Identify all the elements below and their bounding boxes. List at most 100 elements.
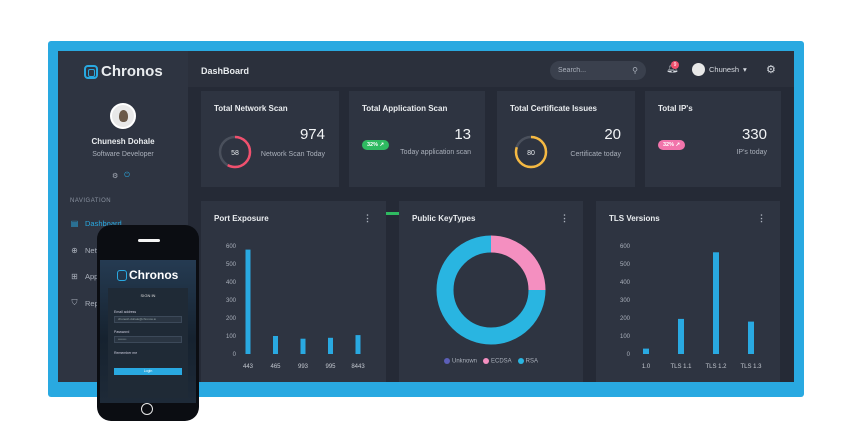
globe-icon: ⊕ <box>71 246 78 255</box>
x-tick-label: 993 <box>298 364 309 370</box>
stat-card-certificate: Total Certificate Issues 80 20 Certifica… <box>497 91 635 187</box>
remember-checkbox[interactable]: Remember me <box>114 351 138 355</box>
phone-device: Chronos SIGN IN Email address chunesh.do… <box>97 225 199 421</box>
phone-app-logo: Chronos <box>117 268 178 282</box>
power-icon[interactable]: ⏻ <box>124 172 130 179</box>
settings-icon[interactable]: ⚙ <box>112 173 119 180</box>
user-name: Chunesh Dohale <box>91 137 155 146</box>
phone-app-name: Chronos <box>129 268 179 282</box>
x-tick-label: TLS 1.2 <box>705 364 727 370</box>
legend-label: RSA <box>525 358 539 365</box>
password-label: Password <box>114 330 130 334</box>
bar <box>328 337 333 354</box>
user-menu[interactable]: Chunesh ▾ <box>692 63 747 76</box>
stat-caption: Network Scan Today <box>260 151 325 158</box>
password-field[interactable]: •••••••• <box>114 336 182 343</box>
more-menu-icon[interactable]: ⋮ <box>363 213 372 223</box>
stat-value: 330 <box>741 126 767 143</box>
stat-caption: IP's today <box>736 149 767 156</box>
ring-label: 58 <box>231 150 239 157</box>
nav-heading: NAVIGATION <box>70 198 112 204</box>
login-form: SIGN IN Email address chunesh.dohale@chr… <box>108 288 188 398</box>
donut-slice-rsa <box>436 235 546 345</box>
panel-title: Port Exposure <box>214 214 269 223</box>
search-icon[interactable]: ⚲ <box>632 66 638 75</box>
search-box[interactable]: ⚲ <box>550 61 646 80</box>
y-tick-label: 200 <box>226 316 237 322</box>
progress-ring-arc <box>218 135 252 169</box>
bar <box>300 338 306 354</box>
stat-card-network: Total Network Scan 58 974 Network Scan T… <box>201 91 339 187</box>
panel-title: TLS Versions <box>609 214 660 223</box>
stat-card-application: Total Application Scan 32% ↗ 13 Today ap… <box>349 91 485 215</box>
card-title: Total Network Scan <box>214 104 288 113</box>
logo-icon <box>117 269 127 281</box>
sidebar-item-dashboard[interactable]: ▤ Dashboard <box>70 219 122 228</box>
legend-swatch <box>483 358 489 364</box>
y-tick-label: 400 <box>226 280 237 286</box>
gear-icon[interactable]: ⚙ <box>766 64 776 76</box>
stat-caption: Today application scan <box>400 149 471 156</box>
page-title: DashBoard <box>201 66 250 76</box>
login-button[interactable]: Login <box>114 368 182 375</box>
app-logo[interactable]: Chronos <box>84 63 163 80</box>
panel-title: Public KeyTypes <box>412 214 476 223</box>
x-tick-label: TLS 1.1 <box>670 364 692 370</box>
card-title: Total IP's <box>658 104 693 113</box>
legend-item-ecdsa: ECDSA <box>483 358 512 365</box>
bar <box>678 318 684 354</box>
bar <box>355 335 361 354</box>
port-exposure-chart: 600 500 400 300 200 100 0 443 465 993 995 8443 <box>226 244 365 370</box>
user-menu-label: Chunesh <box>709 65 740 74</box>
legend-swatch <box>443 358 450 364</box>
public-keytypes-panel: Public KeyTypes ⋮ <box>399 201 583 382</box>
card-title: Total Application Scan <box>362 104 448 113</box>
legend-label: ECDSA <box>491 358 512 365</box>
x-tick-label: 8443 <box>351 364 365 370</box>
avatar[interactable] <box>110 103 136 129</box>
bar <box>273 336 278 354</box>
progress-ring: 58 <box>218 135 252 169</box>
logo-icon <box>84 64 98 79</box>
shield-icon: ⛉ <box>71 298 78 307</box>
stat-caption: Certificate today <box>570 151 621 158</box>
stat-value: 974 <box>299 126 325 143</box>
bar <box>245 249 251 354</box>
tls-versions-chart: 600 500 400 300 200 100 0 1.0 TLS 1.1 TLS 1.2 TLS … <box>620 244 762 370</box>
stat-card-ips: Total IP's 32% ↗ 330 IP's today <box>645 91 781 215</box>
progress-ring-arc <box>514 135 548 169</box>
more-menu-icon[interactable]: ⋮ <box>560 213 569 223</box>
x-tick-label: 465 <box>270 364 281 370</box>
phone-speaker <box>138 239 160 242</box>
legend-label: Unknown <box>451 358 477 365</box>
y-tick-label: 500 <box>226 262 237 268</box>
y-tick-label: 300 <box>226 298 237 304</box>
home-button[interactable] <box>141 403 153 415</box>
user-actions: ⚙ ⏻ <box>112 172 130 180</box>
search-input[interactable] <box>558 67 618 74</box>
bar <box>748 321 754 354</box>
dashboard-icon: ▤ <box>70 219 79 228</box>
app-name: Chronos <box>101 63 163 80</box>
trend-badge: 32% ↗ <box>658 140 686 150</box>
login-title: SIGN IN <box>140 293 156 298</box>
x-tick-label: 1.0 <box>642 364 651 370</box>
email-field[interactable]: chunesh.dohale@chronos.io <box>114 316 182 323</box>
topbar: DashBoard ⚲ 🔔︎ 9 Chunesh ▾ ⚙ <box>188 51 794 87</box>
stat-value: 20 <box>604 126 621 143</box>
bar <box>713 252 719 354</box>
trend-badge: 32% ↗ <box>362 140 390 150</box>
phone-screen: Chronos SIGN IN Email address chunesh.do… <box>100 260 196 403</box>
y-tick-label: 600 <box>226 244 237 250</box>
x-tick-label: TLS 1.3 <box>740 364 762 370</box>
bar <box>643 348 649 354</box>
y-tick-label: 200 <box>620 316 631 322</box>
stat-value: 13 <box>454 126 471 143</box>
legend-item-rsa: RSA <box>517 358 539 365</box>
y-tick-label: 600 <box>620 244 631 250</box>
public-keytypes-chart <box>436 235 546 345</box>
port-exposure-panel: Port Exposure ⋮ 600 500 400 300 200 100 0 443 46… <box>201 201 386 382</box>
dashboard-screen: Chronos Chunesh Dohale Software Develope… <box>58 51 794 382</box>
more-menu-icon[interactable]: ⋮ <box>757 213 766 223</box>
progress-ring: 80 <box>514 135 548 169</box>
